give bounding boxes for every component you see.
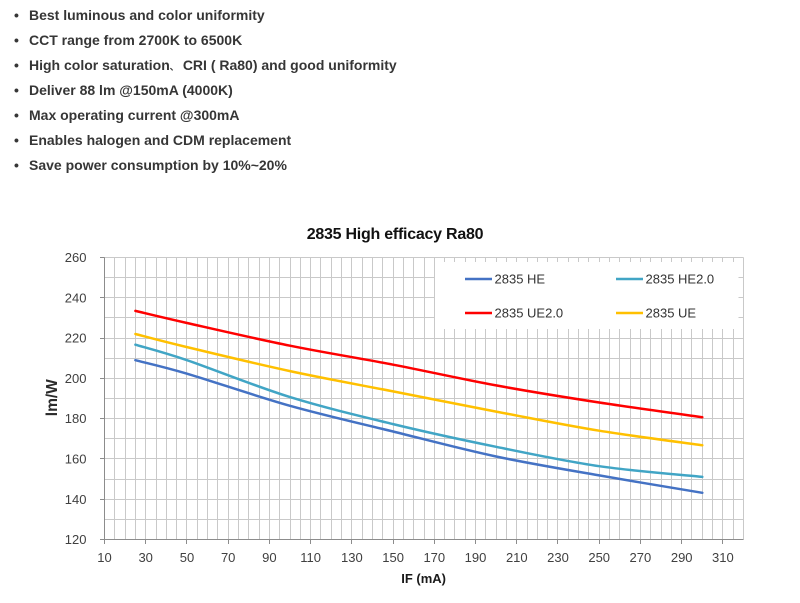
svg-text:2835 UE: 2835 UE [646, 306, 697, 321]
svg-text:190: 190 [465, 550, 487, 565]
svg-text:290: 290 [671, 550, 693, 565]
svg-text:260: 260 [65, 250, 87, 265]
svg-text:180: 180 [65, 411, 87, 426]
svg-text:170: 170 [423, 550, 445, 565]
svg-text:50: 50 [180, 550, 194, 565]
svg-text:150: 150 [382, 550, 404, 565]
svg-text:70: 70 [221, 550, 235, 565]
svg-text:2835 HE2.0: 2835 HE2.0 [646, 272, 715, 287]
svg-text:230: 230 [547, 550, 569, 565]
svg-text:250: 250 [588, 550, 610, 565]
svg-text:220: 220 [65, 331, 87, 346]
svg-text:120: 120 [65, 532, 87, 547]
svg-text:lm/W: lm/W [44, 379, 61, 416]
svg-text:130: 130 [341, 550, 363, 565]
svg-text:200: 200 [65, 371, 87, 386]
svg-text:10: 10 [97, 550, 111, 565]
svg-text:140: 140 [65, 492, 87, 507]
svg-text:IF (mA): IF (mA) [401, 571, 446, 586]
svg-text:2835 High efficacy Ra80: 2835 High efficacy Ra80 [307, 226, 484, 243]
svg-text:270: 270 [630, 550, 652, 565]
svg-text:160: 160 [65, 452, 87, 467]
svg-text:310: 310 [712, 550, 734, 565]
svg-text:30: 30 [138, 550, 152, 565]
svg-text:210: 210 [506, 550, 528, 565]
svg-text:90: 90 [262, 550, 276, 565]
svg-text:2835 HE: 2835 HE [495, 272, 546, 287]
svg-text:110: 110 [300, 550, 321, 565]
svg-text:2835 UE2.0: 2835 UE2.0 [495, 306, 564, 321]
svg-text:240: 240 [65, 290, 87, 305]
